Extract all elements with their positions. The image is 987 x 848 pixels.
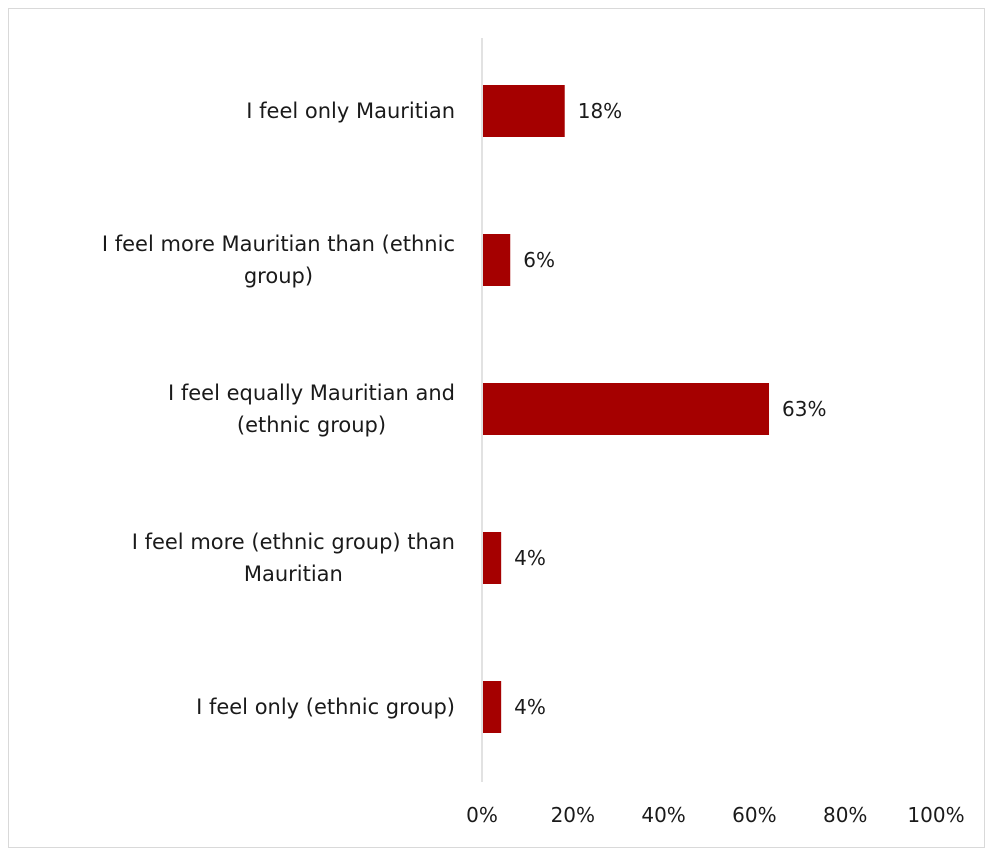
bars-group: [483, 85, 770, 733]
x-tick-label-40: 40%: [641, 803, 685, 827]
data-labels-group: 18% 6% 63% 4% 4%: [514, 99, 826, 719]
x-tick-label-100: 100%: [907, 803, 964, 827]
category-labels-group: I feel only Mauritian I feel more Mauriti…: [102, 99, 455, 719]
category-label-4-line-2: Mauritian: [244, 562, 343, 586]
bar-2: [483, 234, 511, 286]
data-label-5: 4%: [514, 695, 546, 719]
bar-5: [483, 681, 502, 733]
data-label-2: 6%: [523, 248, 555, 272]
bar-4: [483, 532, 502, 584]
category-label-4: I feel more (ethnic group) than Mauritian: [132, 530, 455, 586]
x-tick-label-0: 0%: [466, 803, 498, 827]
x-tick-label-20: 20%: [551, 803, 595, 827]
x-tick-label-80: 80%: [823, 803, 867, 827]
category-label-2: I feel more Mauritian than (ethnic group): [102, 232, 455, 288]
category-label-5: I feel only (ethnic group): [196, 695, 455, 719]
category-label-3: I feel equally Mauritian and (ethnic grou…: [168, 381, 455, 437]
x-tick-label-60: 60%: [732, 803, 776, 827]
category-label-2-line-1: I feel more Mauritian than (ethnic: [102, 232, 455, 256]
x-tick-labels-group: 0% 20% 40% 60% 80% 100%: [466, 803, 964, 827]
bar-1: [483, 85, 565, 137]
data-label-1: 18%: [578, 99, 622, 123]
bar-3: [483, 383, 770, 435]
category-label-4-line-1: I feel more (ethnic group) than: [132, 530, 455, 554]
data-label-3: 63%: [782, 397, 826, 421]
category-label-1: I feel only Mauritian: [246, 99, 455, 123]
category-label-3-line-1: I feel equally Mauritian and: [168, 381, 455, 405]
category-label-2-line-2: group): [244, 264, 313, 288]
data-label-4: 4%: [514, 546, 546, 570]
category-label-3-line-2: (ethnic group): [237, 413, 386, 437]
